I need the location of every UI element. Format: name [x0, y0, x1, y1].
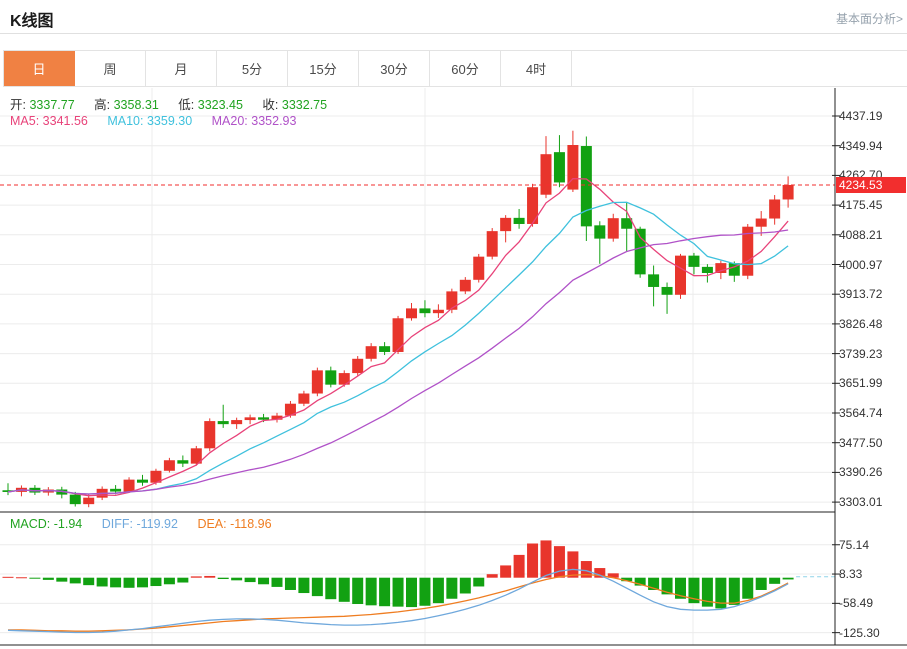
axis-label: 3477.50 — [839, 435, 883, 450]
close-value: 3332.75 — [281, 98, 328, 112]
axis-label: 3390.26 — [839, 465, 883, 480]
axis-label: 4000.97 — [839, 257, 883, 272]
tab-month[interactable]: 月 — [146, 51, 217, 86]
ma10-label: MA10: — [107, 114, 144, 128]
dea-label: DEA: — [197, 517, 227, 531]
macd-value: -1.94 — [53, 517, 83, 531]
macd-legend: MACD: -1.94 DIFF: -119.92 DEA: -118.96 — [10, 517, 288, 531]
page-header: K线图 基本面分析> — [0, 0, 907, 34]
diff-value: -119.92 — [136, 517, 178, 531]
ma-legend: MA5: 3341.56 MA10: 3359.30 MA20: 3352.93 — [10, 114, 312, 128]
price-axis-labels: 4437.19 4349.94 4262.70 4175.45 4088.21 4000.… — [839, 0, 907, 649]
axis-label: 3651.99 — [839, 376, 883, 391]
axis-label: -58.49 — [839, 596, 874, 611]
tab-60min[interactable]: 60分 — [430, 51, 501, 86]
kline-chart-canvas[interactable] — [0, 88, 907, 647]
ma5-value: 3341.56 — [42, 114, 88, 128]
ma10-value: 3359.30 — [146, 114, 193, 128]
page-title: K线图 — [10, 13, 54, 30]
current-price-badge: 4234.53 — [836, 176, 906, 193]
diff-label: DIFF: — [101, 517, 133, 531]
fundamental-analysis-link[interactable]: 基本面分析> — [835, 12, 903, 26]
tab-day[interactable]: 日 — [4, 51, 75, 86]
tab-4hour[interactable]: 4时 — [501, 51, 572, 86]
axis-label: 3913.72 — [839, 287, 883, 302]
low-label: 低: — [178, 98, 195, 112]
tab-15min[interactable]: 15分 — [288, 51, 359, 86]
macd-label: MACD: — [10, 517, 51, 531]
open-label: 开: — [10, 98, 26, 112]
axis-label: 3303.01 — [839, 495, 883, 510]
low-value: 3323.45 — [197, 98, 243, 112]
period-tab-bar: 日 周 月 5分 15分 30分 60分 4时 — [3, 50, 907, 87]
open-value: 3337.77 — [29, 98, 75, 112]
gridlines-layer — [0, 88, 835, 645]
ma20-line — [7, 229, 789, 495]
axis-label: 4175.45 — [839, 198, 883, 213]
axis-label: 3739.23 — [839, 346, 883, 361]
ohlc-legend: 开: 3337.77 高: 3358.31 低: 3323.45 收: 3332… — [10, 94, 343, 113]
macd-histogram-layer — [2, 540, 794, 609]
axis-label: 4349.94 — [839, 138, 883, 153]
axis-label: 3564.74 — [839, 406, 883, 420]
tab-5min[interactable]: 5分 — [217, 51, 288, 86]
dea-value: -118.96 — [230, 517, 272, 531]
axis-frame — [0, 88, 907, 646]
axis-label: 3826.48 — [839, 316, 883, 331]
ma5-label: MA5: — [10, 114, 40, 128]
diff-line — [7, 568, 789, 634]
axis-label: 8.33 — [839, 567, 863, 582]
ma5-line — [7, 177, 789, 497]
axis-label: -125.30 — [839, 625, 880, 640]
tab-week[interactable]: 周 — [75, 51, 146, 86]
candles-layer — [2, 130, 794, 508]
axis-label: 4437.19 — [839, 109, 883, 123]
ma20-label: MA20: — [211, 114, 248, 128]
tab-30min[interactable]: 30分 — [359, 51, 430, 86]
axis-label: 75.14 — [839, 537, 870, 552]
high-label: 高: — [94, 98, 111, 112]
ma20-value: 3352.93 — [251, 114, 297, 128]
close-label: 收: — [262, 98, 279, 112]
high-value: 3358.31 — [113, 98, 159, 112]
tab-bar-filler — [572, 51, 907, 86]
axis-label: 4088.21 — [839, 227, 883, 242]
